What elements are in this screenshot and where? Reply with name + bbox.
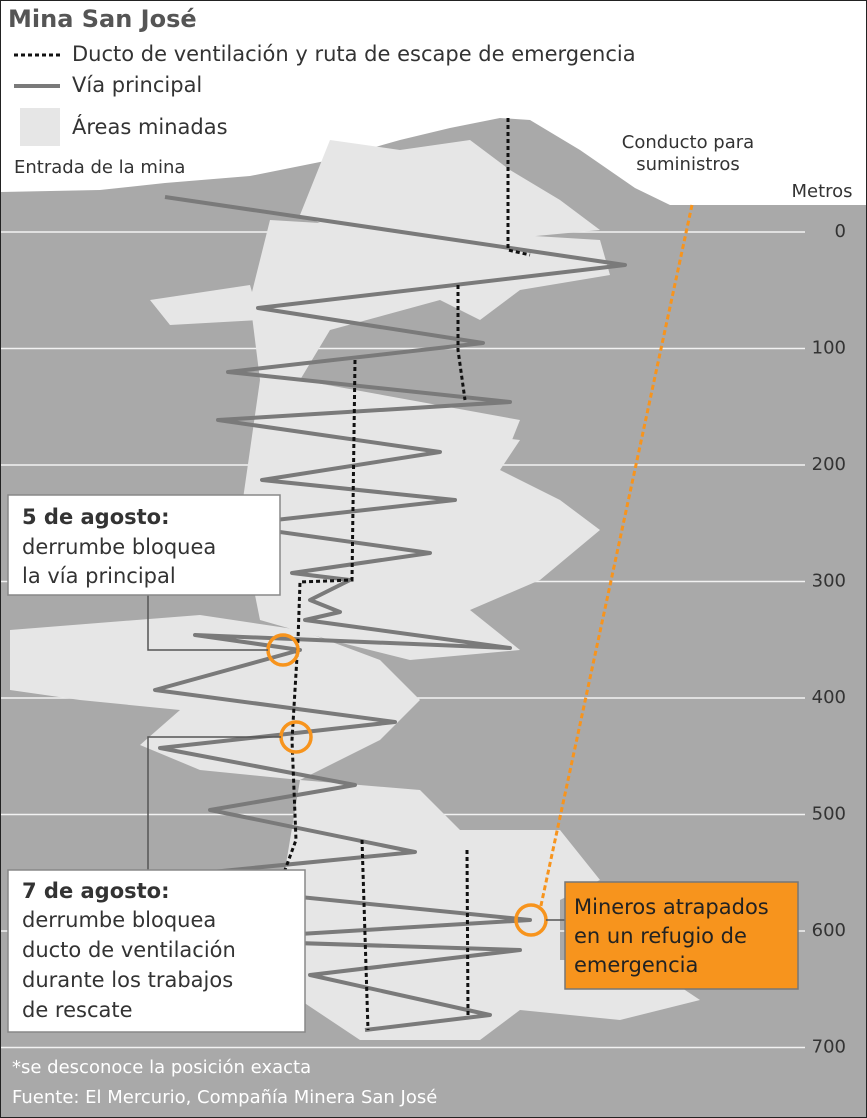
callout-text: ducto de ventilación: [22, 938, 236, 962]
leader-lines: [147, 595, 565, 921]
callout-text: durante los trabajos: [22, 968, 233, 992]
legend-label: Ducto de ventilación y ruta de escape de…: [72, 42, 636, 66]
refuge-text: en un refugio de: [574, 924, 747, 948]
supply-label: suministros: [636, 154, 740, 175]
entrance-label: Entrada de la mina: [14, 157, 185, 178]
callout-date: 5 de agosto:: [22, 505, 170, 529]
depth-tick-label: 500: [812, 804, 846, 825]
callout-box: [7, 869, 306, 1033]
callout-date: 7 de agosto:: [22, 879, 170, 903]
main-road: [128, 195, 627, 1032]
depth-tick-label: 100: [812, 338, 846, 359]
callout-text: de rescate: [22, 998, 133, 1022]
depth-tick-label: 400: [812, 687, 846, 708]
axis-label: Metros: [791, 181, 852, 202]
refuge-text: Mineros atrapados: [574, 895, 769, 919]
callout-box: [7, 494, 281, 596]
refuge-box: [564, 881, 799, 990]
supply-conduit: [538, 204, 694, 911]
depth-tick-label: 200: [812, 454, 846, 475]
note: *se desconoce la posición exacta: [12, 1057, 311, 1078]
callout-text: derrumbe bloquea: [22, 535, 216, 559]
depth-tick-label: 0: [835, 221, 846, 242]
refuge-text: emergencia: [574, 953, 698, 977]
source: Fuente: El Mercurio, Compañía Minera San…: [12, 1087, 437, 1108]
title: Mina San José: [8, 5, 197, 33]
legend-label: Vía principal: [72, 73, 202, 97]
depth-tick-label: 600: [812, 920, 846, 941]
callout-text: derrumbe bloquea: [22, 908, 216, 932]
supply-label: Conducto para: [622, 132, 754, 153]
depth-tick-label: 300: [812, 571, 846, 592]
legend-swatch: [20, 108, 60, 146]
callout-text: la vía principal: [22, 564, 176, 588]
depth-tick-label: 700: [812, 1037, 846, 1058]
legend-label: Áreas minadas: [72, 114, 228, 139]
